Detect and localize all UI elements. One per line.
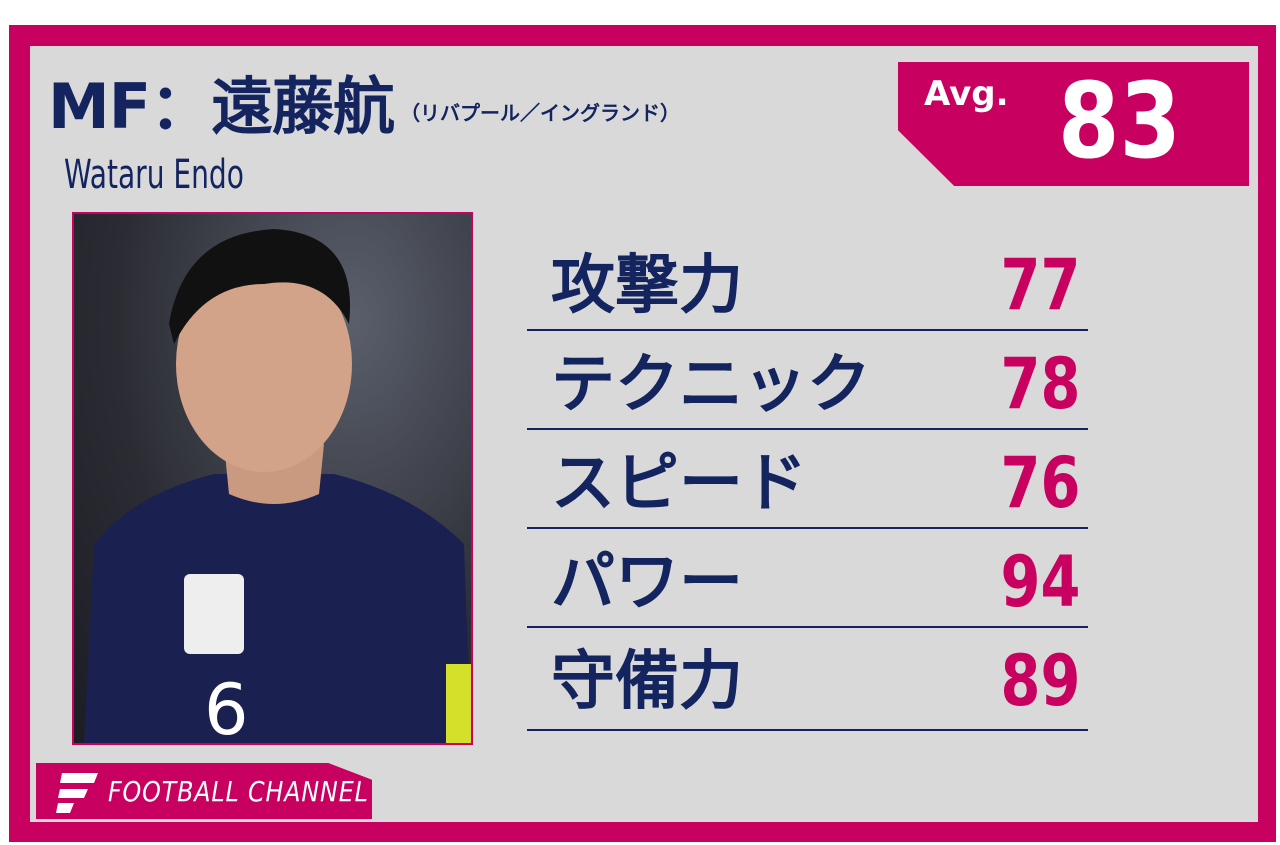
logo-text: FOOTBALL CHANNEL bbox=[108, 775, 369, 808]
stat-label: テクニック bbox=[551, 348, 871, 422]
average-label: Avg. bbox=[924, 74, 1009, 114]
stat-row: テクニック 78 bbox=[527, 331, 1088, 430]
stat-row: 守備力 89 bbox=[527, 628, 1088, 731]
stat-row: スピード 76 bbox=[527, 430, 1088, 529]
football-channel-logo: FOOTBALL CHANNEL bbox=[36, 763, 372, 819]
player-name-jp: MF：遠藤航 bbox=[48, 70, 395, 143]
stat-value: 78 bbox=[1000, 343, 1080, 425]
stat-value: 94 bbox=[1000, 541, 1080, 623]
player-name-en: Wataru Endo bbox=[64, 152, 244, 198]
stat-label: パワー bbox=[551, 546, 743, 620]
club-name: （リバプール／イングランド） bbox=[400, 101, 681, 125]
player-silhouette-icon: 6 bbox=[84, 229, 471, 743]
stat-row: パワー 94 bbox=[527, 529, 1088, 628]
stat-value: 77 bbox=[1000, 244, 1080, 326]
stat-label: 攻撃力 bbox=[551, 249, 743, 323]
stat-value: 76 bbox=[1000, 442, 1080, 524]
stats-list: 攻撃力 77 テクニック 78 スピード 76 パワー 94 守備力 89 bbox=[527, 232, 1088, 731]
stat-label: スピード bbox=[551, 447, 807, 521]
stat-label: 守備力 bbox=[551, 645, 743, 719]
player-title: MF：遠藤航 （リバプール／イングランド） bbox=[48, 72, 680, 148]
stat-row: 攻撃力 77 bbox=[527, 232, 1088, 331]
player-photo: 6 bbox=[72, 212, 473, 745]
svg-text:6: 6 bbox=[204, 669, 249, 743]
average-badge: Avg. 83 bbox=[898, 62, 1249, 186]
logo-f-icon bbox=[56, 773, 98, 813]
stat-value: 89 bbox=[1000, 640, 1080, 722]
average-value: 83 bbox=[1058, 60, 1182, 182]
